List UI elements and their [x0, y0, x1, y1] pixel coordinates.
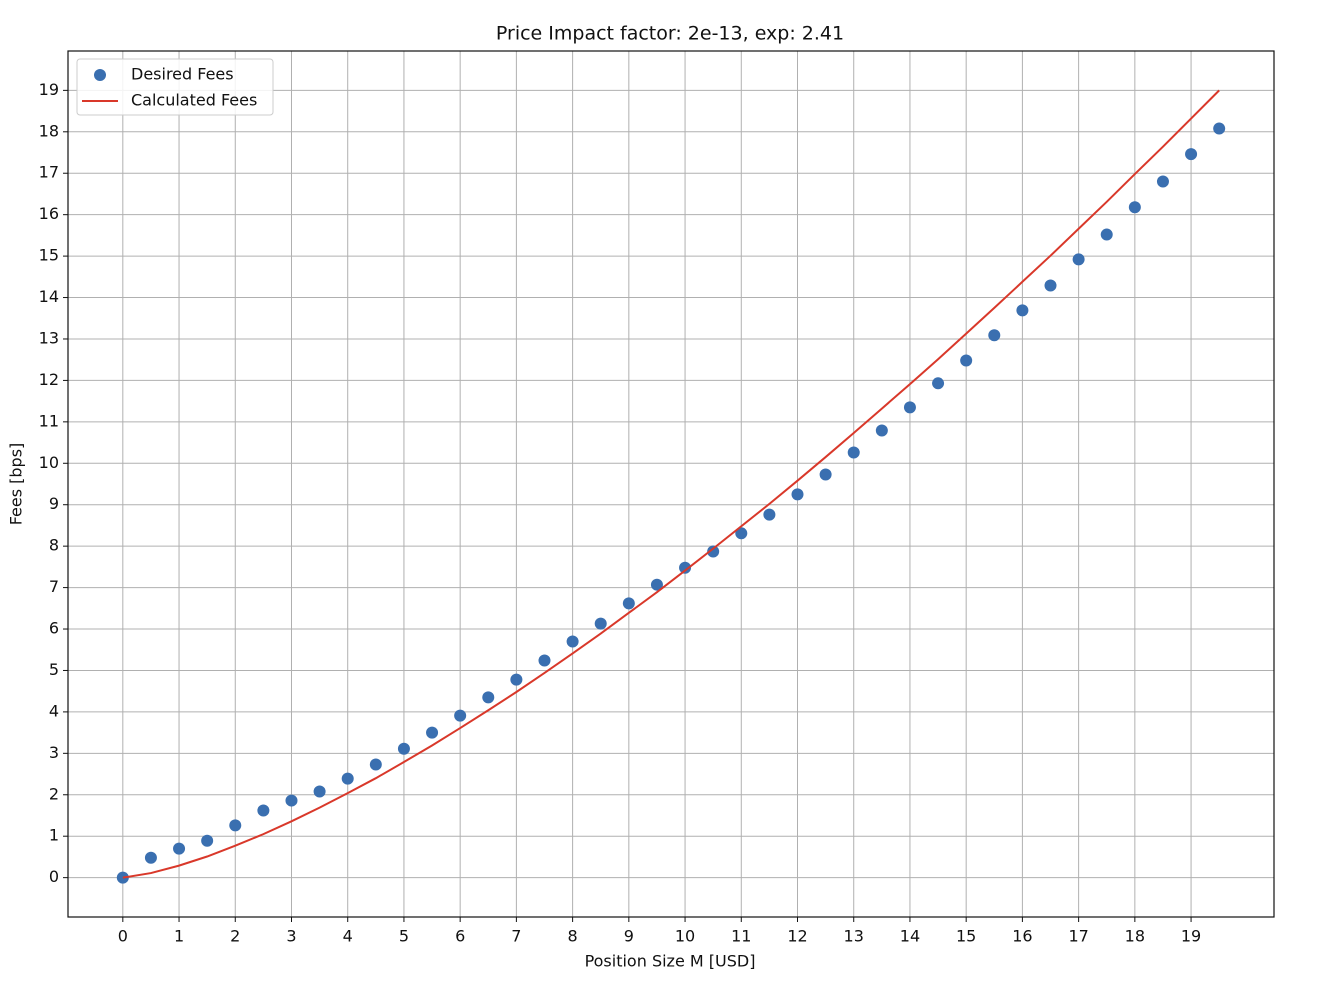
data-point	[1128, 201, 1141, 214]
data-point	[960, 354, 973, 367]
x-tick-label: 5	[399, 927, 409, 946]
y-tick-label: 16	[39, 204, 59, 223]
x-tick-label: 15	[956, 927, 976, 946]
y-tick-label: 11	[39, 411, 59, 430]
data-point	[650, 578, 663, 591]
data-point	[875, 424, 888, 437]
y-tick-label: 9	[49, 494, 59, 513]
y-tick-label: 17	[39, 163, 59, 182]
chart-title: Price Impact factor: 2e-13, exp: 2.41	[496, 23, 844, 45]
data-point	[538, 654, 551, 667]
y-axis-label: Fees [bps]	[7, 443, 26, 526]
y-tick-label: 2	[49, 784, 59, 803]
x-tick-label: 6	[455, 927, 465, 946]
data-point	[229, 819, 242, 832]
x-tick-label: 7	[511, 927, 521, 946]
x-tick-label: 13	[844, 927, 864, 946]
data-point	[482, 691, 495, 704]
data-point	[454, 709, 467, 722]
data-point	[988, 329, 1001, 342]
y-tick-label: 12	[39, 370, 59, 389]
y-tick-label: 14	[39, 287, 59, 306]
x-tick-label: 11	[731, 927, 751, 946]
data-point	[1016, 304, 1029, 317]
x-tick-label: 9	[624, 927, 634, 946]
data-point	[1100, 228, 1113, 241]
legend-label: Desired Fees	[131, 65, 234, 84]
legend: Desired Fees Calculated Fees	[76, 58, 274, 116]
x-tick-label: 12	[787, 927, 807, 946]
data-line	[122, 89, 1220, 879]
data-point	[847, 446, 860, 459]
legend-label: Calculated Fees	[131, 91, 257, 110]
y-tick-label: 1	[49, 826, 59, 845]
data-point	[819, 468, 832, 481]
y-tick-label: 4	[49, 701, 59, 720]
x-tick-label: 0	[118, 927, 128, 946]
data-point	[1213, 122, 1226, 135]
data-point	[116, 871, 129, 884]
x-tick-label: 14	[900, 927, 920, 946]
data-point	[763, 508, 776, 521]
data-point	[903, 401, 916, 414]
data-point	[594, 617, 607, 630]
y-tick-label: 19	[39, 80, 59, 99]
x-axis-label: Position Size M [USD]	[585, 952, 756, 971]
legend-swatch	[94, 69, 106, 81]
data-point	[257, 804, 270, 817]
y-tick-label: 0	[49, 867, 59, 886]
grid	[63, 51, 1274, 922]
data-point	[707, 545, 720, 558]
data-point	[426, 726, 439, 739]
data-point	[1044, 279, 1057, 292]
x-tick-label: 2	[230, 927, 240, 946]
data-point	[201, 834, 214, 847]
data-point	[791, 488, 804, 501]
data-point	[144, 851, 157, 864]
y-tick-label: 18	[39, 121, 59, 140]
y-tick-label: 6	[49, 619, 59, 638]
y-tick-label: 5	[49, 660, 59, 679]
data-point	[397, 742, 410, 755]
data-point	[1072, 253, 1085, 266]
data-point	[622, 597, 635, 610]
data-point	[735, 527, 748, 540]
data-point	[313, 785, 326, 798]
y-tick-label: 15	[39, 246, 59, 265]
data-point	[1185, 148, 1198, 161]
x-tick-label: 19	[1181, 927, 1201, 946]
legend-box	[76, 58, 274, 116]
data-point	[566, 635, 579, 648]
y-tick-label: 3	[49, 743, 59, 762]
data-point	[369, 758, 382, 771]
y-tick-label: 10	[39, 453, 59, 472]
data-point	[932, 377, 945, 390]
data-point	[285, 794, 298, 807]
x-tick-label: 4	[343, 927, 353, 946]
x-tick-label: 10	[675, 927, 695, 946]
y-tick-label: 8	[49, 536, 59, 555]
data-point	[1156, 175, 1169, 188]
x-tick-label: 16	[1012, 927, 1032, 946]
plot-marks	[116, 89, 1226, 884]
y-tick-label: 13	[39, 328, 59, 347]
data-point	[341, 772, 354, 785]
x-tick-label: 17	[1068, 927, 1088, 946]
data-point	[679, 561, 692, 574]
x-tick-label: 18	[1125, 927, 1145, 946]
y-tick-label: 7	[49, 577, 59, 596]
data-point	[510, 673, 523, 686]
x-tick-label: 8	[568, 927, 578, 946]
x-tick-label: 1	[174, 927, 184, 946]
plot-frame	[67, 50, 1275, 918]
data-point	[173, 842, 186, 855]
x-tick-label: 3	[286, 927, 296, 946]
